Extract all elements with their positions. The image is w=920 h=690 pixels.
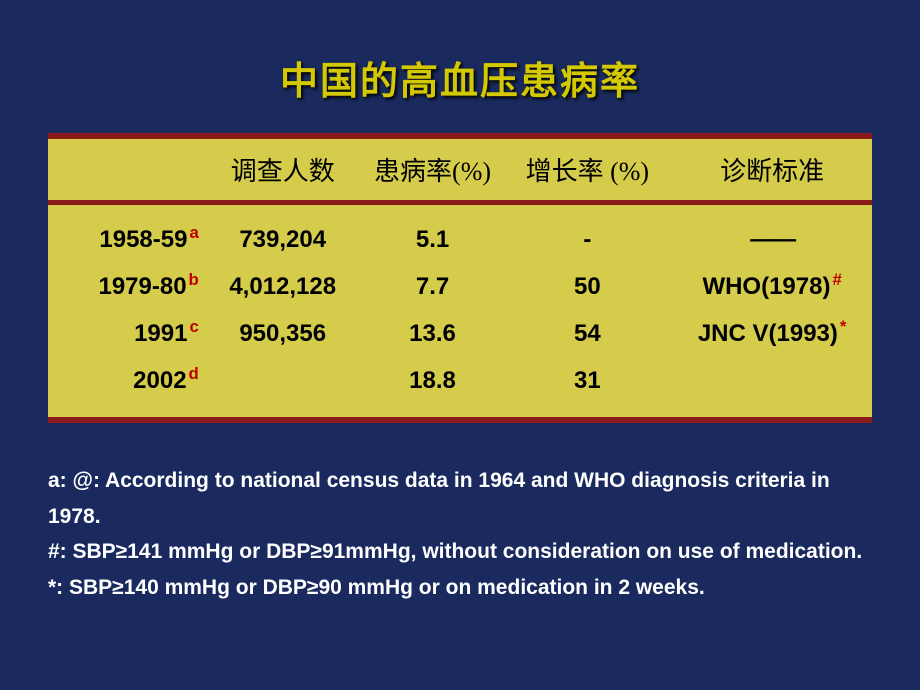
table-row: 1979-80b 4,012,128 7.7 50 WHO(1978)#	[48, 262, 872, 309]
header-prevalence: 患病率(%)	[363, 151, 503, 188]
table-header-row: 调查人数 患病率(%) 增长率 (%) 诊断标准	[48, 139, 872, 205]
year-text: 2002	[133, 367, 186, 394]
cell-prev: 18.8	[363, 367, 503, 395]
table-row: 1991c 950,356 13.6 54 JNC V(1993)*	[48, 309, 872, 356]
std-text: WHO(1978)	[702, 273, 830, 300]
cell-pop: 739,204	[203, 226, 363, 254]
cell-std: JNC V(1993)*	[672, 317, 872, 348]
table-row: 2002d 18.8 31	[48, 356, 872, 403]
std-sup: #	[832, 270, 841, 289]
header-population: 调查人数	[203, 151, 363, 188]
footnote-a: a: @: According to national census data …	[48, 463, 872, 534]
cell-year: 1991c	[48, 317, 203, 348]
cell-prev: 5.1	[363, 226, 503, 254]
year-sup: b	[189, 270, 199, 289]
cell-prev: 7.7	[363, 273, 503, 301]
cell-pop: 4,012,128	[203, 273, 363, 301]
cell-grow: 50	[502, 273, 672, 301]
header-standard: 诊断标准	[672, 151, 872, 188]
cell-grow: 54	[502, 320, 672, 348]
footnote-star: *: SBP≥140 mmHg or DBP≥90 mmHg or on med…	[48, 570, 872, 606]
cell-grow: 31	[502, 367, 672, 395]
cell-std: WHO(1978)#	[672, 270, 872, 301]
footnote-hash: #: SBP≥141 mmHg or DBP≥91mmHg, without c…	[48, 534, 872, 570]
table-body: 1958-59a 739,204 5.1 - —— 1979-80b 4,012…	[48, 205, 872, 417]
std-sup: *	[840, 317, 847, 336]
data-table: 调查人数 患病率(%) 增长率 (%) 诊断标准 1958-59a 739,20…	[48, 133, 872, 423]
cell-grow: -	[502, 226, 672, 254]
cell-prev: 13.6	[363, 320, 503, 348]
year-text: 1958-59	[99, 226, 187, 253]
cell-pop: 950,356	[203, 320, 363, 348]
year-text: 1991	[134, 320, 187, 347]
footnotes: a: @: According to national census data …	[48, 463, 872, 606]
std-text: JNC V(1993)	[698, 320, 838, 347]
cell-year: 1958-59a	[48, 223, 203, 254]
header-growth: 增长率 (%)	[502, 151, 672, 188]
cell-year: 2002d	[48, 364, 203, 395]
year-sup: a	[189, 223, 198, 242]
year-sup: c	[189, 317, 198, 336]
cell-year: 1979-80b	[48, 270, 203, 301]
slide-title: 中国的高血压患病率	[48, 50, 872, 105]
table-row: 1958-59a 739,204 5.1 - ——	[48, 215, 872, 262]
slide-container: 中国的高血压患病率 调查人数 患病率(%) 增长率 (%) 诊断标准 1958-…	[0, 0, 920, 690]
year-sup: d	[189, 364, 199, 383]
header-blank	[48, 151, 203, 188]
cell-std: ——	[672, 226, 872, 254]
year-text: 1979-80	[98, 273, 186, 300]
